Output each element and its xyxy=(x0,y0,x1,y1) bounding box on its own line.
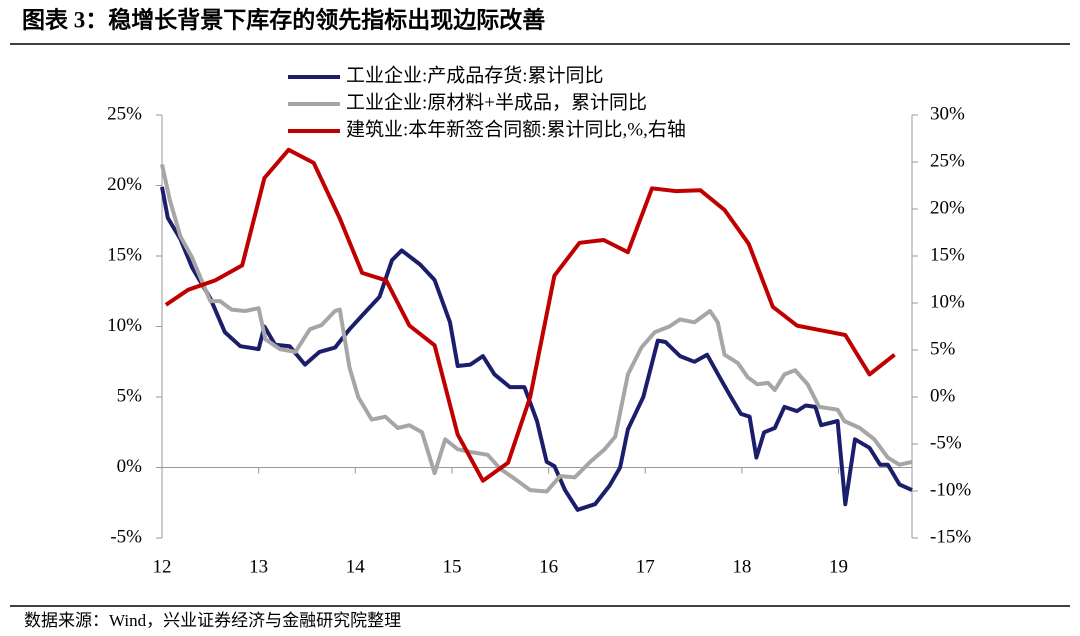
x-tick-label: 18 xyxy=(732,556,751,577)
y2-tick-label: -5% xyxy=(930,432,962,453)
y2-tick-label: -10% xyxy=(930,479,971,500)
y-tick-label: 10% xyxy=(107,315,142,336)
x-tick-label: 12 xyxy=(153,556,172,577)
y2-tick-label: 5% xyxy=(930,338,956,359)
x-tick-label: 17 xyxy=(636,556,655,577)
y-tick-label: 5% xyxy=(117,385,143,406)
y2-tick-label: 25% xyxy=(930,150,965,171)
x-tick-label: 19 xyxy=(829,556,848,577)
x-tick-label: 14 xyxy=(346,556,366,577)
y2-tick-label: 15% xyxy=(930,244,965,265)
legend-label: 工业企业:产成品存货:累计同比 xyxy=(346,64,604,86)
y-tick-label: 0% xyxy=(117,456,143,477)
y2-tick-label: 0% xyxy=(930,385,956,406)
y-tick-label: -5% xyxy=(110,526,142,547)
y2-tick-label: -15% xyxy=(930,526,971,547)
source-note: 数据来源：Wind，兴业证券经济与金融研究院整理 xyxy=(24,611,401,630)
chart-title: 图表 3：稳增长背景下库存的领先指标出现边际改善 xyxy=(22,6,545,32)
x-tick-label: 15 xyxy=(442,556,461,577)
legend-label: 工业企业:原材料+半成品，累计同比 xyxy=(346,91,647,113)
y2-tick-label: 30% xyxy=(930,103,965,124)
y-tick-label: 25% xyxy=(107,103,142,124)
series-line xyxy=(160,163,913,494)
x-tick-label: 13 xyxy=(249,556,268,577)
x-tick-label: 16 xyxy=(539,556,558,577)
series-line xyxy=(164,147,896,483)
y-tick-label: 20% xyxy=(107,174,142,195)
series-line xyxy=(160,186,913,512)
y2-tick-label: 10% xyxy=(930,291,965,312)
y2-tick-label: 20% xyxy=(930,197,965,218)
legend-label: 建筑业:本年新签合同额:累计同比,%,右轴 xyxy=(346,118,686,140)
y-tick-label: 15% xyxy=(107,244,142,265)
